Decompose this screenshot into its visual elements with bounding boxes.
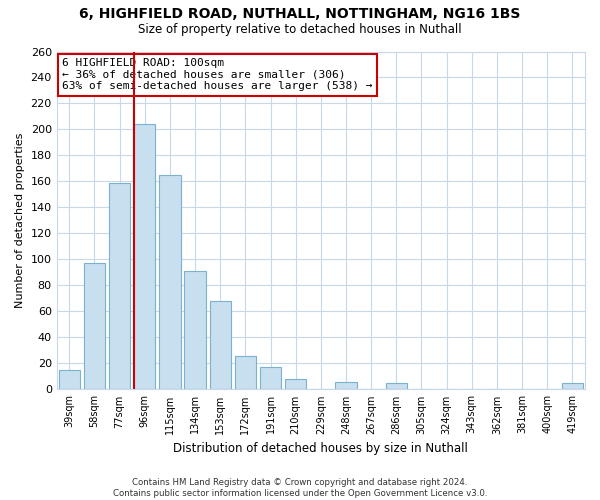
Bar: [235, 356, 256, 390]
Bar: [84, 264, 105, 390]
Bar: [335, 382, 356, 390]
Text: Size of property relative to detached houses in Nuthall: Size of property relative to detached ho…: [138, 22, 462, 36]
Bar: [209, 301, 231, 390]
Text: 6, HIGHFIELD ROAD, NUTHALL, NOTTINGHAM, NG16 1BS: 6, HIGHFIELD ROAD, NUTHALL, NOTTINGHAM, …: [79, 8, 521, 22]
Bar: [109, 183, 130, 390]
X-axis label: Distribution of detached houses by size in Nuthall: Distribution of detached houses by size …: [173, 442, 468, 455]
Bar: [260, 368, 281, 390]
Bar: [159, 175, 181, 390]
Y-axis label: Number of detached properties: Number of detached properties: [15, 133, 25, 308]
Bar: [134, 124, 155, 390]
Bar: [184, 271, 206, 390]
Text: 6 HIGHFIELD ROAD: 100sqm
← 36% of detached houses are smaller (306)
63% of semi-: 6 HIGHFIELD ROAD: 100sqm ← 36% of detach…: [62, 58, 373, 92]
Bar: [562, 383, 583, 390]
Bar: [285, 379, 307, 390]
Bar: [386, 383, 407, 390]
Bar: [59, 370, 80, 390]
Text: Contains HM Land Registry data © Crown copyright and database right 2024.
Contai: Contains HM Land Registry data © Crown c…: [113, 478, 487, 498]
